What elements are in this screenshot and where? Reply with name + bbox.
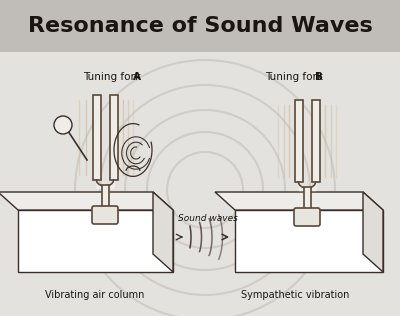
Polygon shape xyxy=(102,185,108,208)
Text: B: B xyxy=(315,72,323,82)
FancyBboxPatch shape xyxy=(92,206,118,224)
Text: Vibrating air column: Vibrating air column xyxy=(45,290,145,300)
Circle shape xyxy=(54,116,72,134)
Text: Sound waves: Sound waves xyxy=(178,214,238,223)
Text: Resonance of Sound Waves: Resonance of Sound Waves xyxy=(28,16,372,36)
Polygon shape xyxy=(363,192,383,272)
Text: Tuning fork: Tuning fork xyxy=(83,72,144,82)
Polygon shape xyxy=(92,95,100,180)
Polygon shape xyxy=(18,210,173,272)
Text: A: A xyxy=(133,72,141,82)
Polygon shape xyxy=(215,192,383,210)
Polygon shape xyxy=(0,0,400,52)
FancyBboxPatch shape xyxy=(294,208,320,226)
Polygon shape xyxy=(153,192,173,272)
Text: Tuning fork: Tuning fork xyxy=(265,72,326,82)
Polygon shape xyxy=(110,95,118,180)
Polygon shape xyxy=(0,52,400,316)
Polygon shape xyxy=(304,187,310,210)
Polygon shape xyxy=(294,100,302,182)
Polygon shape xyxy=(0,192,173,210)
Polygon shape xyxy=(312,100,320,182)
Polygon shape xyxy=(235,210,383,272)
Text: Sympathetic vibration: Sympathetic vibration xyxy=(241,290,349,300)
